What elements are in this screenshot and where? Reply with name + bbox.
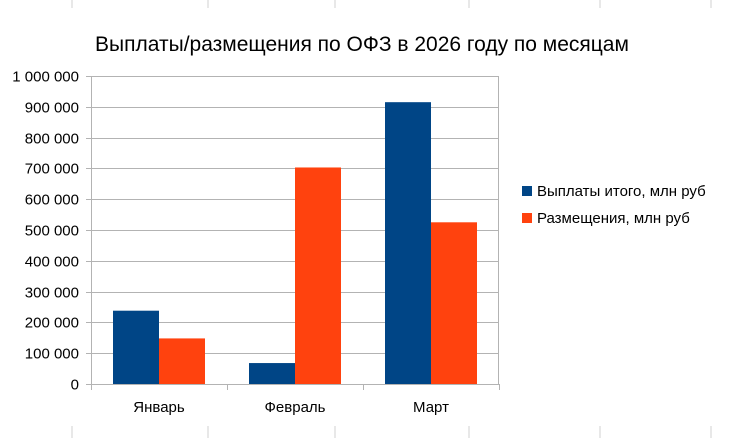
bar-series-1-2: [431, 222, 477, 384]
y-tick-label: 0: [71, 377, 79, 394]
y-tick-label: 700 000: [25, 161, 79, 178]
x-tick-label: Февраль: [265, 399, 326, 416]
bar-series-0-0: [113, 310, 159, 384]
x-tick-label: Март: [413, 399, 449, 416]
chart-title: Выплаты/размещения по ОФЗ в 2026 году по…: [95, 33, 629, 56]
bar-series-0-1: [249, 363, 295, 384]
bar-series-1-0: [159, 338, 205, 384]
y-tick-label: 600 000: [25, 192, 79, 209]
legend-label: Выплаты итого, млн руб: [537, 183, 706, 200]
y-tick-label: 200 000: [25, 315, 79, 332]
bar-series-0-2: [385, 102, 431, 385]
x-tick-label: Январь: [133, 399, 185, 416]
legend: Выплаты итого, млн руб Размещения, млн ру…: [522, 183, 706, 227]
axes: [86, 76, 500, 390]
legend-label: Размещения, млн руб: [537, 210, 690, 227]
y-tick-label: 100 000: [25, 346, 79, 363]
y-tick-label: 800 000: [25, 131, 79, 148]
bars: [113, 102, 477, 385]
y-tick-label: 400 000: [25, 254, 79, 271]
bar-series-1-1: [295, 167, 341, 384]
y-tick-label: 500 000: [25, 223, 79, 240]
legend-swatch: [522, 213, 532, 223]
y-axis-tick-labels: 0 100 000 200 000 300 000 400 000 500 000 600 …: [12, 69, 79, 394]
sheet-grid-marks: [71, 0, 712, 438]
x-axis-tick-labels: Январь Февраль Март: [133, 399, 449, 416]
y-tick-label: 900 000: [25, 100, 79, 117]
y-tick-label: 1 000 000: [12, 69, 79, 86]
legend-swatch: [522, 186, 532, 196]
y-tick-label: 300 000: [25, 285, 79, 302]
